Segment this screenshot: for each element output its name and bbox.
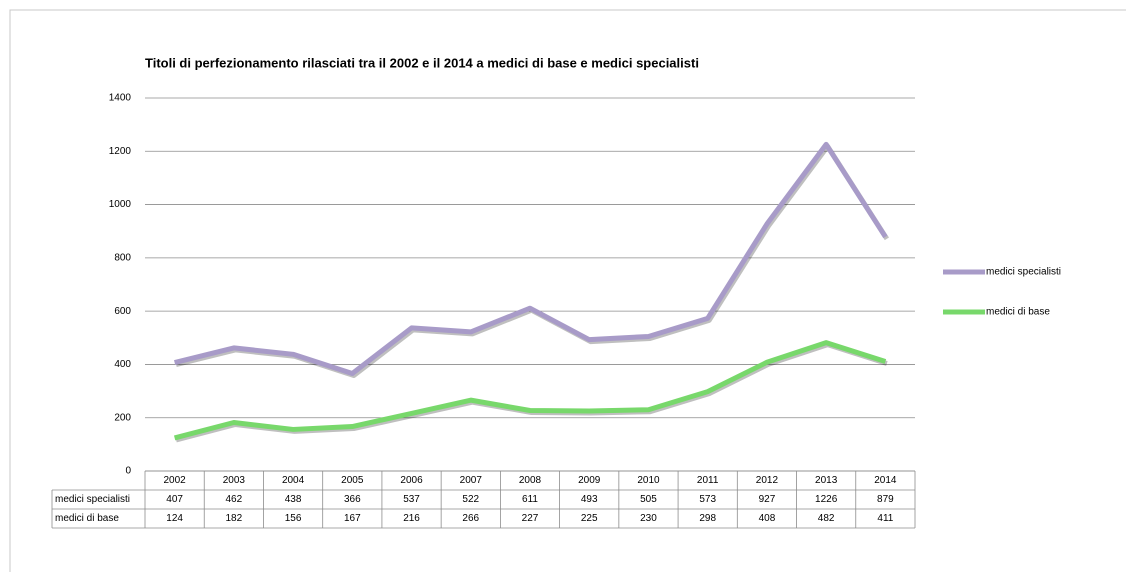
table-cell: 124 — [166, 513, 183, 524]
line-shadow — [175, 143, 889, 378]
x-tick-label: 2014 — [874, 475, 897, 486]
table-cell: 266 — [462, 513, 479, 524]
table-cell: 167 — [344, 513, 361, 524]
table-cell: 156 — [285, 513, 302, 524]
legend-label: medici specialisti — [986, 267, 1061, 278]
x-tick-label: 2005 — [341, 475, 364, 486]
table-cell: 482 — [818, 513, 835, 524]
table-cell: 462 — [226, 494, 243, 505]
table-cell: 227 — [522, 513, 539, 524]
table-cell: 879 — [877, 494, 894, 505]
series-line — [173, 340, 887, 441]
x-tick-label: 2007 — [460, 475, 483, 486]
series-line — [174, 141, 888, 376]
x-tick-label: 2004 — [282, 475, 305, 486]
legend-label: medici di base — [986, 307, 1050, 318]
x-tick-label: 2003 — [223, 475, 246, 486]
table-cell: 298 — [699, 513, 716, 524]
table-cell: 225 — [581, 513, 598, 524]
table-cell: 493 — [581, 494, 598, 505]
y-tick-label: 0 — [125, 466, 131, 477]
x-tick-label: 2009 — [578, 475, 601, 486]
table-cell: 411 — [877, 513, 893, 524]
table-cell: 230 — [640, 513, 657, 524]
table-cell: 505 — [640, 494, 657, 505]
x-tick-label: 2011 — [697, 475, 719, 486]
y-tick-label: 800 — [114, 252, 131, 263]
x-tick-label: 2013 — [815, 475, 838, 486]
table-cell: 182 — [226, 513, 243, 524]
table-cell: 366 — [344, 494, 361, 505]
y-tick-label: 1400 — [109, 93, 132, 104]
table-cell: 611 — [522, 494, 538, 505]
x-tick-label: 2002 — [163, 475, 186, 486]
y-tick-label: 200 — [114, 412, 131, 423]
y-tick-label: 400 — [114, 359, 131, 370]
table-row-label: medici specialisti — [55, 494, 130, 505]
y-tick-label: 1200 — [109, 146, 132, 157]
table-row-label: medici di base — [55, 513, 119, 524]
x-tick-label: 2012 — [756, 475, 779, 486]
table-cell: 522 — [462, 494, 479, 505]
table-cell: 407 — [166, 494, 183, 505]
chart-frame — [9, 9, 1126, 572]
chart-title: Titoli di perfezionamento rilasciati tra… — [145, 55, 699, 70]
table-cell: 573 — [699, 494, 716, 505]
table-cell: 537 — [403, 494, 420, 505]
table-cell: 1226 — [815, 494, 838, 505]
y-tick-label: 600 — [114, 306, 131, 317]
table-cell: 408 — [759, 513, 776, 524]
y-tick-label: 1000 — [109, 199, 132, 210]
table-cell: 927 — [759, 494, 776, 505]
x-tick-label: 2006 — [400, 475, 423, 486]
table-cell: 216 — [403, 513, 420, 524]
x-tick-label: 2008 — [519, 475, 542, 486]
table-cell: 438 — [285, 494, 302, 505]
x-tick-label: 2010 — [637, 475, 660, 486]
